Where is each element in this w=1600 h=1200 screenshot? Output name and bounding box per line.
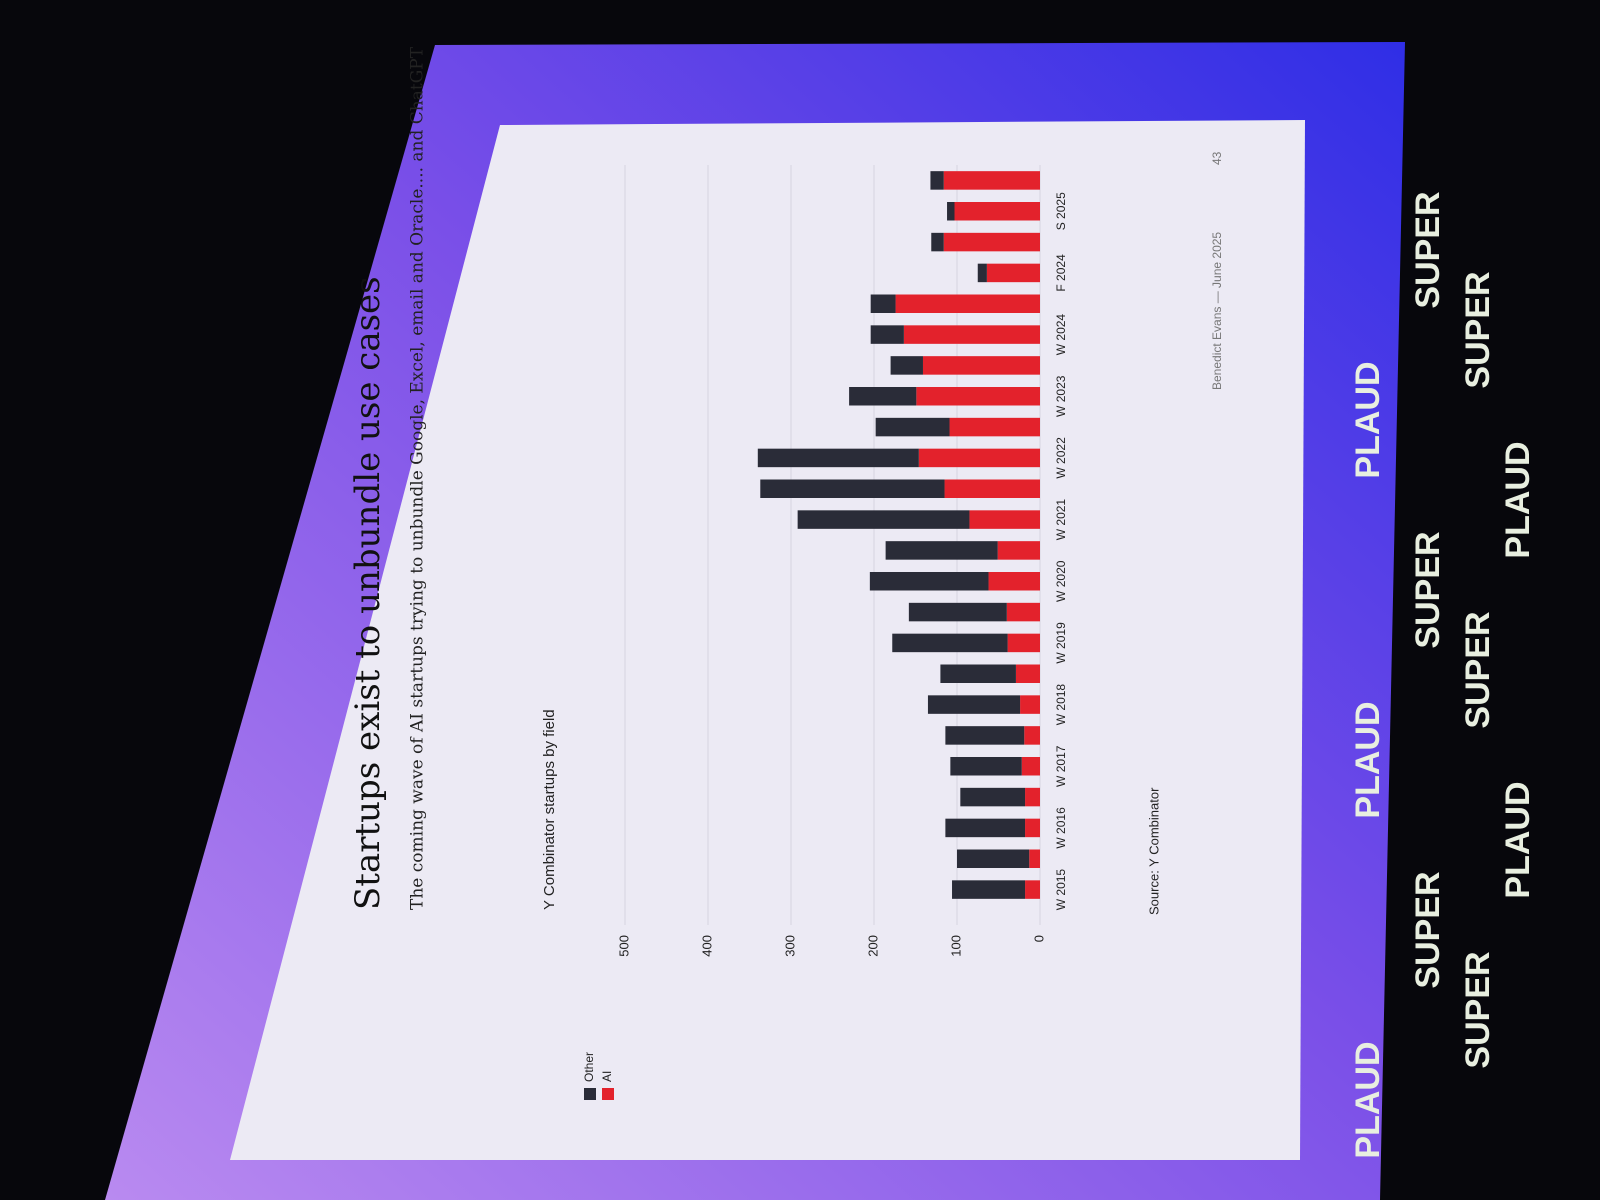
bar-segment	[903, 325, 1040, 344]
backdrop-logo: SUPER	[1459, 951, 1497, 1068]
y-tick-label: 0	[1031, 935, 1046, 942]
legend-label: AI	[600, 1071, 614, 1082]
bar-segment	[950, 757, 1022, 776]
page-number: 43	[1210, 151, 1224, 165]
backdrop-logo: PLAUD	[1349, 361, 1387, 478]
bar-segment	[1024, 726, 1040, 745]
slide	[230, 120, 1305, 1160]
bar-segment	[1006, 602, 1040, 622]
y-tick-label: 500	[616, 935, 631, 957]
backdrop-logo: SUPER	[1409, 871, 1447, 988]
legend-swatch	[602, 1088, 614, 1100]
backdrop-logo: SUPER	[1409, 191, 1447, 308]
y-tick-label: 300	[782, 935, 797, 957]
chart-subtitle: The coming wave of AI startups trying to…	[408, 46, 428, 910]
bar-segment	[1020, 695, 1041, 714]
bar-segment	[944, 479, 1040, 498]
backdrop-logos: PLAUD SUPER SUPER PLAUD PLAUD SUPER SUPER PLAUD…	[1349, 191, 1537, 1158]
backdrop-logo: PLAUD	[1349, 701, 1387, 818]
bar-segment	[952, 880, 1026, 899]
backdrop-logo: PLAUD	[1499, 441, 1537, 558]
bar-segment	[892, 633, 1008, 653]
bar-segment	[930, 171, 944, 190]
bar-segment	[1025, 880, 1040, 899]
legend-label: Other	[582, 1052, 596, 1082]
bar-segment	[954, 202, 1041, 221]
bar-segment	[1029, 849, 1041, 868]
x-tick-label: W 2018	[1054, 684, 1068, 726]
bar-segment	[1025, 818, 1040, 838]
x-tick-label: S 2025	[1054, 192, 1068, 230]
backdrop-logo: PLAUD	[1349, 1041, 1387, 1158]
bar-segment	[797, 510, 970, 529]
bar-segment	[890, 356, 923, 375]
y-axis-title: Y Combinator startups by field	[541, 709, 558, 910]
x-tick-label: W 2021	[1054, 499, 1068, 541]
bar-segment	[1015, 664, 1040, 683]
bar-segment	[957, 849, 1030, 868]
bar-segment	[960, 787, 1026, 807]
legend-swatch	[584, 1088, 596, 1100]
bar-segment	[945, 818, 1026, 838]
bar-segment	[895, 294, 1041, 313]
bar-segment	[940, 664, 1016, 683]
bar-segment	[1025, 787, 1040, 807]
x-tick-label: W 2019	[1054, 622, 1068, 664]
chart-title: Startups exist to unbundle use cases	[348, 276, 388, 910]
bar-segment	[1007, 633, 1041, 653]
backdrop-logo: SUPER	[1409, 531, 1447, 648]
bar-segment	[986, 263, 1041, 283]
bar-segment	[849, 387, 917, 406]
footer: Benedict Evans — June 2025	[1210, 232, 1224, 390]
bar-segment	[927, 695, 1021, 714]
bar-segment	[1021, 757, 1040, 776]
y-tick-label: 400	[699, 935, 714, 957]
x-tick-label: W 2015	[1054, 869, 1068, 911]
x-tick-label: W 2022	[1054, 437, 1068, 479]
x-tick-label: W 2017	[1054, 745, 1068, 787]
bar-segment	[760, 479, 945, 498]
y-tick-label: 200	[865, 935, 880, 957]
bar-segment	[945, 726, 1025, 745]
bar-segment	[947, 202, 955, 221]
source: Source: Y Combinator	[1146, 787, 1161, 915]
x-tick-label: W 2023	[1054, 375, 1068, 417]
bar-segment	[870, 325, 904, 344]
backdrop-logo: SUPER	[1459, 611, 1497, 728]
bar-segment	[988, 572, 1040, 591]
bar-segment	[943, 232, 1040, 252]
bar-segment	[969, 510, 1041, 529]
bar-segment	[916, 387, 1041, 406]
y-tick-label: 100	[948, 935, 963, 957]
x-tick-label: W 2016	[1054, 807, 1068, 849]
bar-segment	[943, 171, 1040, 190]
backdrop-logo: SUPER	[1459, 271, 1497, 388]
bar-segment	[918, 448, 1041, 468]
bar-segment	[870, 294, 896, 313]
bar-segment	[949, 417, 1041, 437]
bar-segment	[885, 541, 998, 560]
bar-segment	[908, 602, 1007, 622]
x-tick-label: F 2024	[1054, 254, 1068, 292]
bar-segment	[922, 356, 1040, 375]
x-tick-label: W 2024	[1054, 314, 1068, 356]
backdrop-logo: PLAUD	[1499, 781, 1537, 898]
bar-segment	[875, 417, 950, 437]
bar-segment	[757, 448, 919, 468]
bar-segment	[977, 263, 987, 283]
slide-content: Startups exist to unbundle use cases The…	[348, 46, 1224, 1100]
bar-segment	[931, 232, 944, 252]
bar-segment	[997, 541, 1040, 560]
bar-segment	[869, 572, 989, 591]
x-tick-label: W 2020	[1054, 560, 1068, 602]
